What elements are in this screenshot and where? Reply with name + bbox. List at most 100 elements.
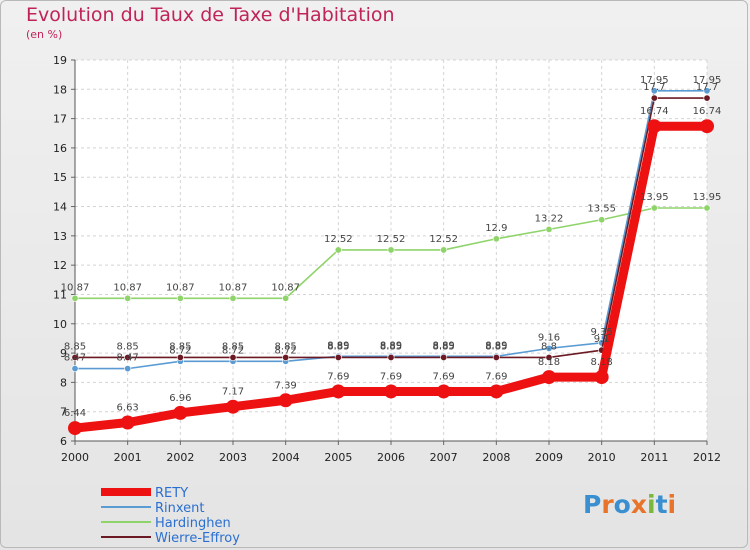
data-point-rety [384,384,398,399]
chart-subtitle: (en %) [26,28,63,41]
logo-letter: P [583,490,602,519]
data-point-rety [489,384,504,399]
data-label-rety: 7.39 [275,380,297,391]
x-tick-label: 2008 [482,451,510,464]
data-label-hardinghen: 10.87 [166,282,195,293]
y-tick-label: 12 [53,259,67,272]
data-label-rinxent: 8.47 [64,353,86,364]
logo-letter: i [667,490,677,519]
y-tick-label: 18 [53,83,67,96]
data-point-hardinghen [703,204,711,212]
y-tick-label: 19 [53,54,67,67]
y-tick-label: 11 [53,288,67,301]
logo-letter: o [613,490,631,519]
y-tick-label: 17 [53,113,67,126]
data-label-hardinghen: 10.87 [113,282,142,293]
x-tick-label: 2011 [640,451,668,464]
proxiti-logo: Proxiti [583,490,676,519]
data-label-rinxent: 17.95 [640,75,669,86]
data-point-hardinghen [124,294,132,302]
data-label-rinxent: 8.89 [433,340,455,351]
data-label-wierre-effroy: 8.85 [117,341,139,352]
x-tick-label: 2010 [588,451,616,464]
data-point-hardinghen [282,294,290,302]
data-point-rety [226,399,240,414]
data-label-hardinghen: 13.55 [587,204,616,215]
data-point-hardinghen [71,294,79,302]
x-tick-label: 2006 [377,451,405,464]
data-label-rinxent: 17.95 [693,75,722,86]
data-point-rinxent [124,365,132,373]
data-point-wierre-effroy [176,353,184,361]
data-label-hardinghen: 12.52 [377,234,406,245]
data-point-wierre-effroy [124,353,132,361]
data-label-rinxent: 8.72 [169,345,191,356]
axes: 6 7 8 9 10 11 12 13 14 15 16 17 18 19 2000 2001 2002 2003… [53,54,721,464]
data-label-rety: 16.74 [640,106,669,117]
data-labels: 10.87 10.87 10.87 10.87 10.87 12.52 12.52 12.52… [61,75,722,419]
y-tick-label: 15 [53,171,67,184]
series-group [68,87,714,436]
data-label-rety: 7.69 [327,371,349,382]
data-label-wierre-effroy: 8.85 [433,341,455,352]
data-point-rety [68,421,82,436]
y-tick-label: 8 [60,376,67,389]
logo-letter: t [655,490,668,519]
data-label-wierre-effroy: 8.85 [380,341,402,352]
data-label-rety: 7.17 [222,387,244,398]
data-label-wierre-effroy: 8.85 [222,341,244,352]
data-point-hardinghen [387,246,395,254]
data-point-rety [436,384,451,399]
x-tick-label: 2004 [272,451,300,464]
data-point-rety [331,384,346,399]
data-point-rety [594,370,609,385]
data-label-rety: 8.18 [538,357,560,368]
data-point-hardinghen [492,235,500,243]
data-label-rinxent: 8.72 [222,345,244,356]
legend-label-wierre-effroy: Wierre-Effroy [155,531,240,546]
data-point-wierre-effroy [650,94,658,102]
data-label-wierre-effroy: 17.7 [696,82,718,93]
legend-label-rinxent: Rinxent [155,501,205,516]
data-label-hardinghen: 10.87 [61,282,90,293]
data-label-wierre-effroy: 8.8 [541,341,557,352]
data-point-wierre-effroy [492,353,500,361]
data-label-rety: 16.74 [693,106,722,117]
data-label-hardinghen: 10.87 [271,282,300,293]
data-label-rinxent: 8.89 [327,340,349,351]
data-point-rety [120,415,135,430]
data-point-hardinghen [176,294,184,302]
data-label-rinxent: 8.47 [117,353,139,364]
y-tick-label: 6 [60,435,67,448]
y-tick-label: 9 [60,347,67,360]
data-point-hardinghen [545,225,553,233]
data-label-rety: 6.44 [64,408,86,419]
y-tick-label: 16 [53,142,67,155]
data-label-rety: 7.69 [380,371,402,382]
data-point-wierre-effroy [440,353,448,361]
data-label-wierre-effroy: 8.85 [327,341,349,352]
data-label-wierre-effroy: 17.7 [643,82,665,93]
y-tick-label: 13 [53,230,67,243]
data-label-rinxent: 9.16 [538,332,560,343]
data-label-wierre-effroy: 9.1 [594,334,610,345]
data-label-wierre-effroy: 8.85 [485,341,507,352]
x-tick-label: 2000 [61,451,89,464]
data-label-hardinghen: 12.52 [429,234,458,245]
logo-letter: i [647,490,656,519]
data-point-wierre-effroy [703,94,711,102]
data-point-rinxent [545,344,553,352]
data-label-hardinghen: 12.52 [324,234,353,245]
x-tick-label: 2003 [219,451,247,464]
data-label-hardinghen: 10.87 [219,282,248,293]
data-label-wierre-effroy: 8.85 [275,341,297,352]
data-point-wierre-effroy [545,353,553,361]
data-point-rinxent [703,87,711,95]
data-label-wierre-effroy: 8.85 [169,341,191,352]
data-label-hardinghen: 13.22 [535,213,564,224]
data-label-rety: 7.69 [433,371,455,382]
data-label-rety: 6.63 [117,403,139,414]
data-point-hardinghen [334,246,342,254]
